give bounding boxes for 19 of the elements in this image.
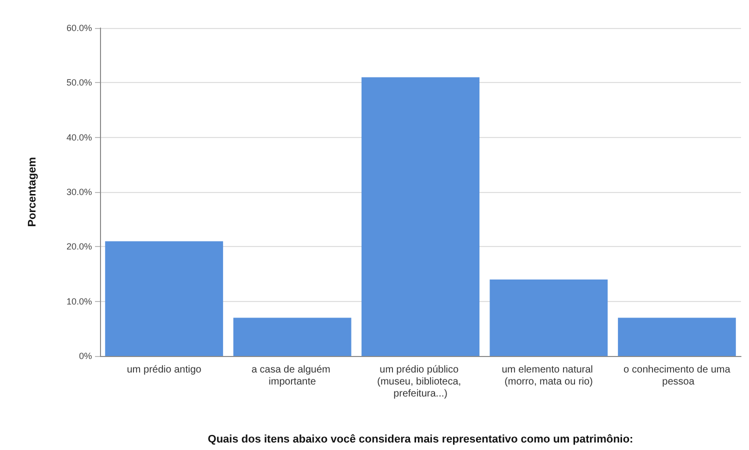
bar (490, 279, 608, 356)
y-tick-label: 40.0% (66, 132, 92, 142)
bar (105, 241, 224, 356)
y-tick-label: 0% (78, 351, 92, 361)
x-tick-label: um elemento natural (morro, mata ou rio) (502, 364, 596, 388)
y-tick-label: 50.0% (66, 78, 92, 88)
y-tick-label: 30.0% (66, 187, 92, 197)
bar (233, 318, 352, 356)
x-tick-label: um prédio público (museu, biblioteca, prefeitura...) (377, 364, 464, 400)
bar (618, 318, 736, 356)
x-axis-title: Quais dos itens abaixo você considera mais representativo como um patrimônio: (208, 434, 634, 446)
y-tick-label: 10.0% (66, 296, 92, 306)
x-tick-label: um prédio antigo (126, 364, 202, 376)
bar (362, 77, 480, 356)
x-tick-label: o conhecimento de uma pessoa (624, 364, 731, 388)
y-tick-label: 20.0% (66, 242, 92, 252)
x-tick-label: a casa de alguém importante (251, 364, 334, 388)
y-tick-label: 60.0% (66, 23, 92, 33)
y-axis-title: Porcentagem (26, 156, 38, 227)
